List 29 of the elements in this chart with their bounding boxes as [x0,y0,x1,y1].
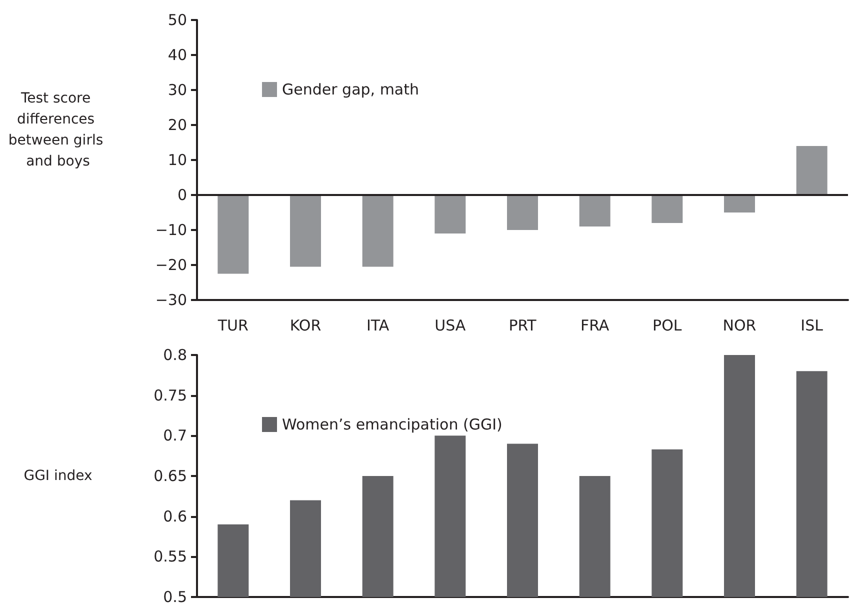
y-tick-label: 10 [168,151,187,169]
y-tick-label: 0.65 [154,467,187,485]
y-tick-label: 0 [177,186,187,204]
x-tick-label: USA [434,316,466,334]
y-tick-label: 50 [168,11,187,29]
y-tick-label: 30 [168,81,187,99]
y-tick-label: −30 [155,291,187,309]
y-tick-label: 0.55 [154,548,187,566]
y-tick-label: −10 [155,221,187,239]
x-tick-label: TUR [216,316,248,334]
x-tick-label: ISL [800,316,824,334]
x-tick-label: ITA [366,316,390,334]
x-tick-label: POL [652,316,682,334]
legend-label: Gender gap, math [282,80,420,98]
y-tick-label: 0.6 [163,507,187,526]
x-tick-label: PRT [508,316,538,334]
y-tick-label: 0.7 [163,426,187,445]
y-tick-label: 0.75 [154,386,187,404]
y-tick-label: 0.5 [163,588,187,606]
legend-label: Women’s emancipation (GGI) [282,416,502,434]
y-axis-title: GGI index [24,468,92,484]
y-tick-label: −20 [155,256,187,274]
y-tick-label: 0.8 [163,346,187,364]
y-axis-title: Test score differences between girls and boys [8,90,108,170]
x-tick-label: NOR [722,316,756,334]
y-tick-label: 20 [168,116,187,134]
x-tick-label: FRA [580,316,610,334]
x-tick-label: KOR [290,316,322,334]
y-tick-label: 40 [168,46,187,64]
